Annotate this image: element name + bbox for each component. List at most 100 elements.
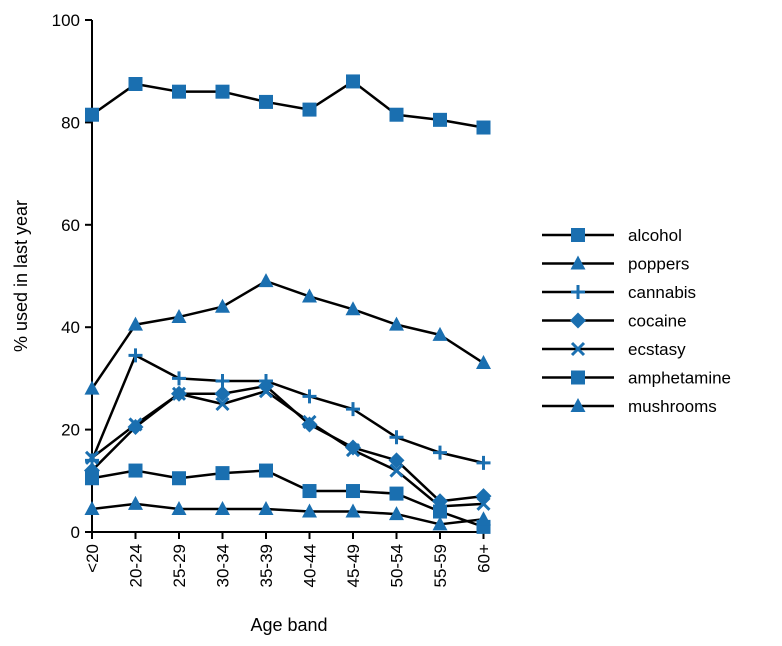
data-point-poppers	[171, 308, 187, 323]
series-line-poppers	[90, 279, 485, 390]
data-point-ecstasy	[128, 417, 143, 432]
data-point-ecstasy	[302, 414, 317, 429]
x-tick-label: 55-59	[431, 544, 450, 587]
y-tick-label: 60	[61, 216, 80, 235]
data-point-amphetamine	[346, 484, 360, 499]
data-point-poppers	[84, 380, 100, 395]
data-point-mushrooms	[84, 500, 100, 515]
x-tick-label: 60+	[475, 544, 494, 573]
data-point-poppers	[476, 355, 491, 370]
legend-marker-alcohol	[571, 228, 585, 242]
data-point-poppers	[215, 298, 230, 313]
data-point-mushrooms	[128, 495, 143, 510]
series-line-amphetamine	[91, 469, 484, 529]
legend-label-amphetamine: amphetamine	[628, 369, 731, 388]
legend-label-alcohol: alcohol	[628, 226, 682, 245]
legend-marker-poppers	[570, 255, 586, 270]
data-point-cocaine	[388, 452, 405, 469]
data-point-cannabis	[128, 348, 143, 363]
data-point-amphetamine	[259, 463, 273, 478]
data-point-ecstasy	[84, 450, 100, 465]
data-point-mushrooms	[432, 516, 448, 531]
data-point-ecstasy	[389, 463, 404, 478]
axes: 0 20 40 60 80 100 <20 20-24 25-29 30-34 35-39 40-44…	[52, 11, 494, 587]
data-point-amphetamine	[302, 484, 317, 499]
data-point-alcohol	[302, 102, 317, 117]
series-markers	[84, 74, 492, 534]
series-lines	[90, 80, 485, 529]
data-point-alcohol	[215, 84, 230, 99]
legend-marker-cocaine	[570, 312, 586, 329]
data-point-ecstasy	[258, 384, 274, 399]
series-line-cannabis	[90, 354, 484, 465]
legend-label-cannabis: cannabis	[628, 283, 696, 302]
data-point-poppers	[345, 301, 361, 316]
y-tick-label: 100	[52, 11, 80, 30]
data-point-mushrooms	[258, 500, 274, 515]
data-point-poppers	[302, 288, 317, 303]
data-point-ecstasy	[476, 496, 491, 511]
y-tick-label: 40	[61, 318, 80, 337]
data-point-ecstasy	[215, 396, 230, 412]
x-tick-label: 45-49	[344, 544, 363, 587]
x-tick-label: 30-34	[214, 544, 233, 587]
data-point-mushrooms	[345, 503, 361, 518]
data-point-amphetamine	[433, 504, 447, 519]
data-point-cocaine	[345, 439, 361, 456]
legend-marker-mushrooms	[570, 398, 586, 412]
x-tick-label: <20	[83, 544, 102, 573]
legend-label-cocaine: cocaine	[628, 312, 687, 331]
data-point-mushrooms	[389, 506, 404, 521]
data-point-mushrooms	[171, 500, 187, 515]
data-point-cannabis	[346, 402, 360, 417]
data-point-amphetamine	[215, 466, 230, 481]
legend-marker-amphetamine	[571, 370, 585, 385]
legend-marker-cannabis	[571, 285, 585, 299]
data-point-cannabis	[215, 373, 230, 388]
data-point-alcohol	[172, 84, 186, 99]
data-point-cocaine	[258, 378, 274, 395]
x-tick-label: 20-24	[127, 544, 146, 587]
data-point-alcohol	[85, 107, 99, 122]
y-tick-label: 80	[61, 113, 80, 132]
x-tick-label: 50-54	[388, 544, 407, 587]
data-point-poppers	[432, 326, 448, 341]
data-point-alcohol	[389, 107, 404, 122]
data-point-amphetamine	[85, 471, 99, 486]
data-point-mushrooms	[215, 500, 230, 515]
legend-marker-ecstasy	[570, 341, 586, 357]
data-point-ecstasy	[345, 443, 361, 458]
data-point-cocaine	[301, 416, 318, 433]
data-point-cannabis	[302, 389, 317, 404]
data-point-alcohol	[128, 77, 143, 91]
series-line-alcohol	[91, 80, 484, 129]
data-point-mushrooms	[476, 511, 491, 526]
data-point-cannabis	[433, 445, 447, 460]
data-point-mushrooms	[302, 503, 317, 518]
data-point-alcohol	[346, 74, 360, 89]
series-line-ecstasy	[91, 389, 484, 508]
data-point-cocaine	[127, 419, 144, 436]
data-point-amphetamine	[172, 471, 186, 486]
legend-label-mushrooms: mushrooms	[628, 397, 717, 416]
data-point-cannabis	[389, 430, 404, 445]
data-point-alcohol	[259, 94, 273, 109]
y-tick-label: 0	[71, 523, 80, 542]
series-line-mushrooms	[91, 502, 484, 526]
data-point-cannabis	[476, 455, 491, 470]
data-point-poppers	[258, 273, 274, 288]
y-tick-label: 20	[61, 421, 80, 440]
legend-label-ecstasy: ecstasy	[628, 340, 686, 359]
x-axis-title: Age band	[250, 615, 327, 635]
data-point-ecstasy	[171, 386, 187, 401]
legend: alcohol poppers cannabis cocaine ecstasy amph…	[542, 226, 731, 416]
y-axis-title: % used in last year	[11, 200, 31, 352]
legend-label-poppers: poppers	[628, 255, 689, 274]
x-tick-label: 40-44	[301, 544, 320, 587]
data-point-cannabis	[172, 371, 186, 386]
data-point-alcohol	[433, 112, 447, 127]
data-point-amphetamine	[389, 486, 404, 501]
data-point-amphetamine	[128, 463, 143, 478]
x-tick-label: 25-29	[170, 544, 189, 587]
